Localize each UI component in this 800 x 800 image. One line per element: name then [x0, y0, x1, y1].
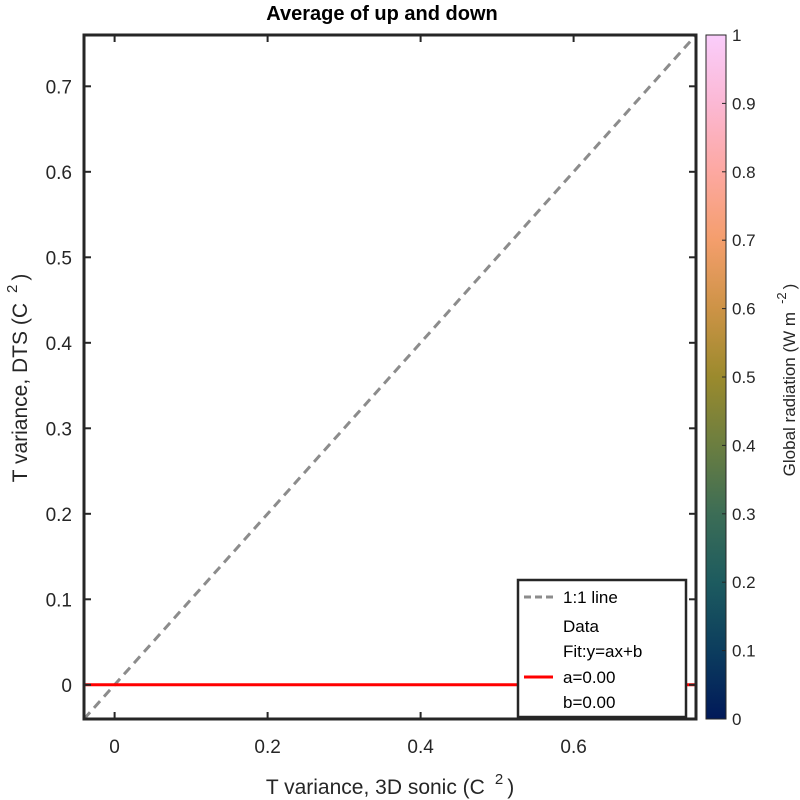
plot-area: 0 0.2 0.4 0.6 0 0.1 0.2 0.3 0.4 0.5 0.6 0.7	[46, 33, 698, 758]
y-axis-label-close: )	[9, 274, 32, 281]
y-tick-label: 0.6	[46, 163, 72, 184]
x-tick-label: 0	[109, 737, 120, 758]
colorbar-label-main: Global radiation (W m	[780, 312, 799, 476]
y-axis-label-main: T variance, DTS (C	[9, 303, 32, 482]
x-tick-label: 0.4	[407, 737, 434, 758]
x-axis-label-main: T variance, 3D sonic (C	[266, 776, 485, 799]
colorbar: 0 0.1 0.2 0.3 0.4 0.5 0.6 0.7 0.8 0.9 1 Global rad…	[705, 26, 799, 729]
colorbar-label: Global radiation (W m -2)	[774, 284, 799, 477]
colorbar-tick-label: 0.1	[732, 642, 756, 661]
y-tick-label: 0.7	[46, 77, 72, 98]
legend-entry-4: a=0.00	[563, 668, 615, 687]
colorbar-tick-label: 0.4	[732, 436, 756, 455]
x-axis-label: T variance, 3D sonic (C 2)	[266, 771, 514, 799]
plot-frame	[82, 33, 698, 721]
x-tick-label: 0.6	[560, 737, 586, 758]
y-tick-label: 0	[61, 676, 72, 697]
colorbar-tick-label: 0.8	[732, 163, 756, 182]
y-axis-label: T variance, DTS (C 2)	[4, 274, 32, 483]
colorbar-tick-label: 1	[732, 26, 741, 45]
colorbar-ticks: 0 0.1 0.2 0.3 0.4 0.5 0.6 0.7 0.8 0.9 1	[722, 26, 756, 729]
y-tick-label: 0.1	[46, 590, 72, 611]
legend: 1:1 line Data Fit:y=ax+b a=0.00 b=0.00	[516, 578, 688, 719]
colorbar-tick-label: 0.6	[732, 300, 756, 319]
colorbar-fill	[706, 35, 726, 719]
x-tick-label: 0.2	[254, 737, 280, 758]
legend-entry-2: Data	[563, 617, 599, 636]
y-tick-label: 0.5	[46, 248, 72, 269]
y-axis-label-sup: 2	[4, 285, 21, 293]
legend-entry-1: 1:1 line	[563, 588, 618, 607]
y-tick-label: 0.3	[46, 419, 72, 440]
series-line-1-1-line	[82, 33, 698, 721]
legend-entry-3: Fit:y=ax+b	[563, 642, 642, 661]
legend-box	[516, 578, 688, 719]
colorbar-tick-label: 0.7	[732, 231, 756, 250]
y-ticks: 0 0.1 0.2 0.3 0.4 0.5 0.6 0.7	[46, 77, 696, 697]
chart-title: Average of up and down	[266, 3, 498, 25]
y-tick-label: 0.2	[46, 505, 72, 526]
legend-entry-5: b=0.00	[563, 693, 615, 712]
colorbar-tick-label: 0	[732, 710, 741, 729]
colorbar-tick-label: 0.9	[732, 94, 756, 113]
colorbar-label-close: )	[780, 284, 799, 290]
x-ticks: 0 0.2 0.4 0.6	[109, 35, 587, 758]
x-axis-label-close: )	[507, 776, 514, 799]
colorbar-tick-label: 0.3	[732, 505, 756, 524]
colorbar-tick-label: 0.5	[732, 368, 756, 387]
colorbar-tick-label: 0.2	[732, 573, 756, 592]
y-tick-label: 0.4	[46, 334, 73, 355]
x-axis-label-sup: 2	[495, 771, 503, 788]
colorbar-label-sup: -2	[774, 292, 789, 304]
